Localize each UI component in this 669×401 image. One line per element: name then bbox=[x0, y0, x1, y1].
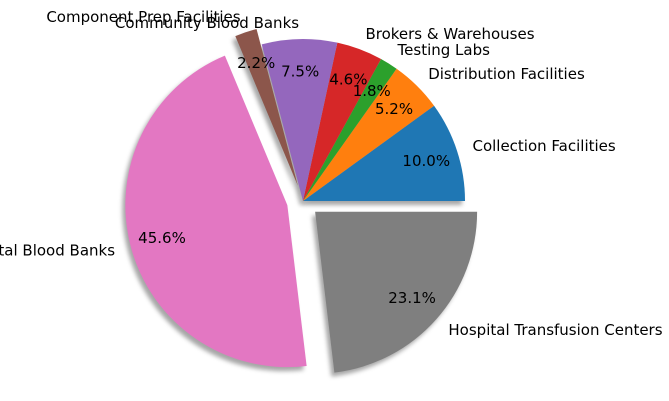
slice-community-blood-banks bbox=[261, 39, 338, 201]
slice-distribution-facilities bbox=[303, 68, 435, 201]
slice-collection-facilities bbox=[303, 105, 466, 201]
category-label-distribution-facilities: Distribution Facilities bbox=[428, 65, 585, 83]
pie-slices bbox=[125, 29, 478, 373]
category-label-collection-facilities: Collection Facilities bbox=[472, 137, 615, 155]
slice-hospital-transfusion-centers bbox=[315, 211, 478, 373]
pct-label-community-blood-banks: 7.5% bbox=[281, 62, 319, 80]
percentage-labels: 10.0% 5.2%1.8%4.6% 7.5% 2.2% 45.6% 23.1% bbox=[138, 54, 450, 307]
pct-label-collection-facilities: 10.0% bbox=[402, 152, 450, 170]
category-label-testing-labs: Testing Labs bbox=[397, 41, 491, 59]
category-labels: Collection Facilities Distribution Facili… bbox=[0, 8, 663, 339]
pct-label-hospital-transfusion-centers: 23.1% bbox=[388, 289, 436, 307]
slice-hospital-blood-banks bbox=[125, 55, 307, 368]
pct-label-component-prep-facilities: 2.2% bbox=[237, 54, 275, 72]
slice-component-prep-facilities bbox=[235, 29, 298, 186]
pct-label-testing-labs: 1.8% bbox=[353, 82, 391, 100]
slice-testing-labs bbox=[303, 59, 397, 202]
pct-label-hospital-blood-banks: 45.6% bbox=[138, 229, 186, 247]
pct-label-brokers-and-warehouses: 4.6% bbox=[329, 71, 367, 89]
category-label-community-blood-banks: Community Blood Banks bbox=[115, 14, 299, 32]
slice-brokers-and-warehouses bbox=[303, 42, 382, 202]
pct-label-distribution-facilities: 5.2% bbox=[375, 100, 413, 118]
shadow-component-prep-facilities bbox=[232, 33, 295, 190]
category-label-hospital-transfusion-centers: Hospital Transfusion Centers bbox=[448, 321, 662, 339]
category-label-hospital-blood-banks: Hospital Blood Banks bbox=[0, 242, 115, 260]
category-label-brokers-and-warehouses: Brokers & Warehouses bbox=[365, 25, 534, 43]
category-label-component-prep-facilities: Component Prep Facilities bbox=[46, 8, 240, 26]
